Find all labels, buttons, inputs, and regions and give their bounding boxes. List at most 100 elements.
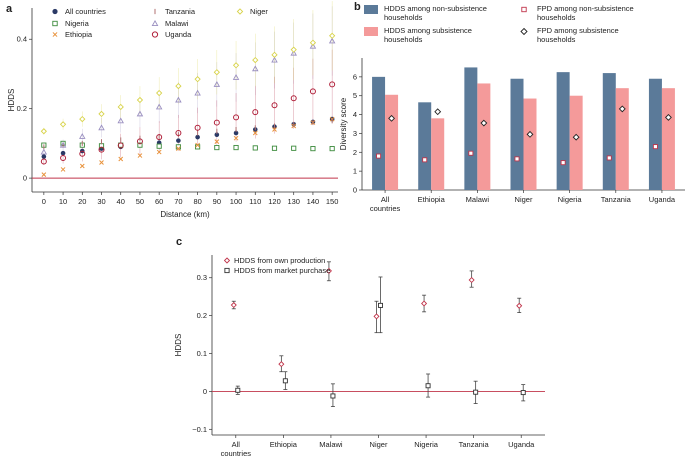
data-point-niger [252,56,259,64]
data-point-ethiopia [272,127,277,132]
x-tick-label: Nigeria [414,440,439,449]
panel-a-label: a [6,3,13,15]
legend-label: HDDS among non-subsistence [384,4,487,13]
x-tick-label: countries [221,449,252,458]
data-point-ethiopia [176,146,181,151]
legend-marker-all [52,8,58,15]
x-tick-label: 90 [213,197,221,206]
bar-hdds-subsistence [661,88,675,190]
data-point-uganda [271,102,278,109]
marker-fpd-subsistence [388,114,396,122]
data-point-ethiopia [233,135,239,141]
data-point-uganda [60,154,67,161]
x-tick-label: Tanzania [459,440,490,449]
x-tick-label: Malawi [466,195,490,204]
point-market-purchase [473,389,479,395]
data-point-malawi [194,89,201,96]
point-market-purchase [378,302,383,308]
data-point-malawi [290,49,297,56]
point-own-production [421,300,428,307]
x-tick-label: 0 [42,197,46,206]
data-point-niger [59,121,67,128]
data-point-nigeria [291,145,297,151]
data-point-malawi [232,74,240,80]
x-tick-label: Ethiopia [270,440,298,449]
legend-label: FPD among non-subsistence [537,4,634,13]
legend-marker-uganda [151,31,159,38]
legend-swatch [364,27,378,36]
bar-hdds-subsistence [477,83,491,190]
x-tick-label: 150 [326,197,339,206]
data-point-malawi [271,56,278,63]
data-point-all [233,130,239,136]
data-point-uganda [233,114,240,121]
bar-hdds-subsistence [569,95,583,190]
bar-hdds-subsistence [523,98,537,190]
legend-swatch [521,6,527,13]
data-point-niger [117,103,124,111]
data-point-niger [232,62,240,69]
data-point-nigeria [156,143,162,149]
marker-fpd-subsistence [526,130,534,138]
legend-label-uganda: Uganda [165,30,192,39]
x-tick-label: Uganda [649,195,676,204]
data-point-uganda [252,109,259,116]
x-tick-label: 70 [174,197,182,206]
data-point-malawi [40,148,48,155]
data-point-malawi [328,37,336,44]
x-tick-label: 140 [307,197,320,206]
marker-fpd-subsistence [664,113,672,121]
data-point-all [214,132,220,138]
x-tick-label: 80 [193,197,201,206]
x-tick-label: 30 [97,197,105,206]
y-tick-label: 1 [353,167,357,176]
point-market-purchase [282,378,288,384]
marker-fpd-subsistence [434,108,442,116]
data-point-niger [136,96,144,104]
legend-label-tanzania: Tanzania [165,7,196,16]
marker-fpd-non-subsistence [514,156,520,162]
data-point-malawi [252,65,259,72]
data-point-ethiopia [60,167,66,172]
data-point-all [41,154,47,159]
y-axis-label: Diversity score [339,97,348,150]
data-point-ethiopia [156,149,162,155]
panel-a-chart: 0 0.2 0.4 0 10 20 30 40 50 60 70 80 90 100 110 120 130 14… [7,1,338,219]
y-tick-label: 0 [353,186,357,195]
legend-label-all: All countries [65,7,106,16]
data-point-nigeria [233,144,239,151]
data-point-uganda [79,150,86,157]
legend-marker-niger [236,8,244,15]
data-point-uganda [175,129,182,136]
data-point-malawi [79,133,86,139]
data-point-uganda [329,81,336,88]
data-point-uganda [156,134,163,141]
data-point-uganda [117,142,124,149]
bar-hdds-non-subsistence [418,102,432,190]
legend-marker-c [223,257,231,264]
x-axis-label: Distance (km) [160,210,210,219]
data-point-nigeria [214,144,220,151]
data-point-uganda [309,88,316,95]
x-tick-label: 10 [59,197,67,206]
data-point-niger [175,82,182,90]
bar-hdds-non-subsistence [510,78,524,190]
data-point-uganda [213,119,220,126]
panel-b-label: b [354,1,361,13]
legend-marker-malawi [151,19,159,27]
data-point-nigeria [137,142,143,148]
data-point-niger [98,110,105,118]
y-tick-label: 0 [203,387,207,396]
x-tick-label: 110 [249,197,261,206]
point-own-production [516,302,523,309]
x-tick-label: 130 [287,197,300,206]
legend-label: households [537,35,576,44]
marker-fpd-non-subsistence [560,160,566,166]
point-market-purchase [330,393,336,399]
marker-fpd-non-subsistence [468,150,474,156]
point-market-purchase [235,387,241,393]
point-own-production [325,267,332,274]
x-tick-label: 50 [136,197,144,206]
